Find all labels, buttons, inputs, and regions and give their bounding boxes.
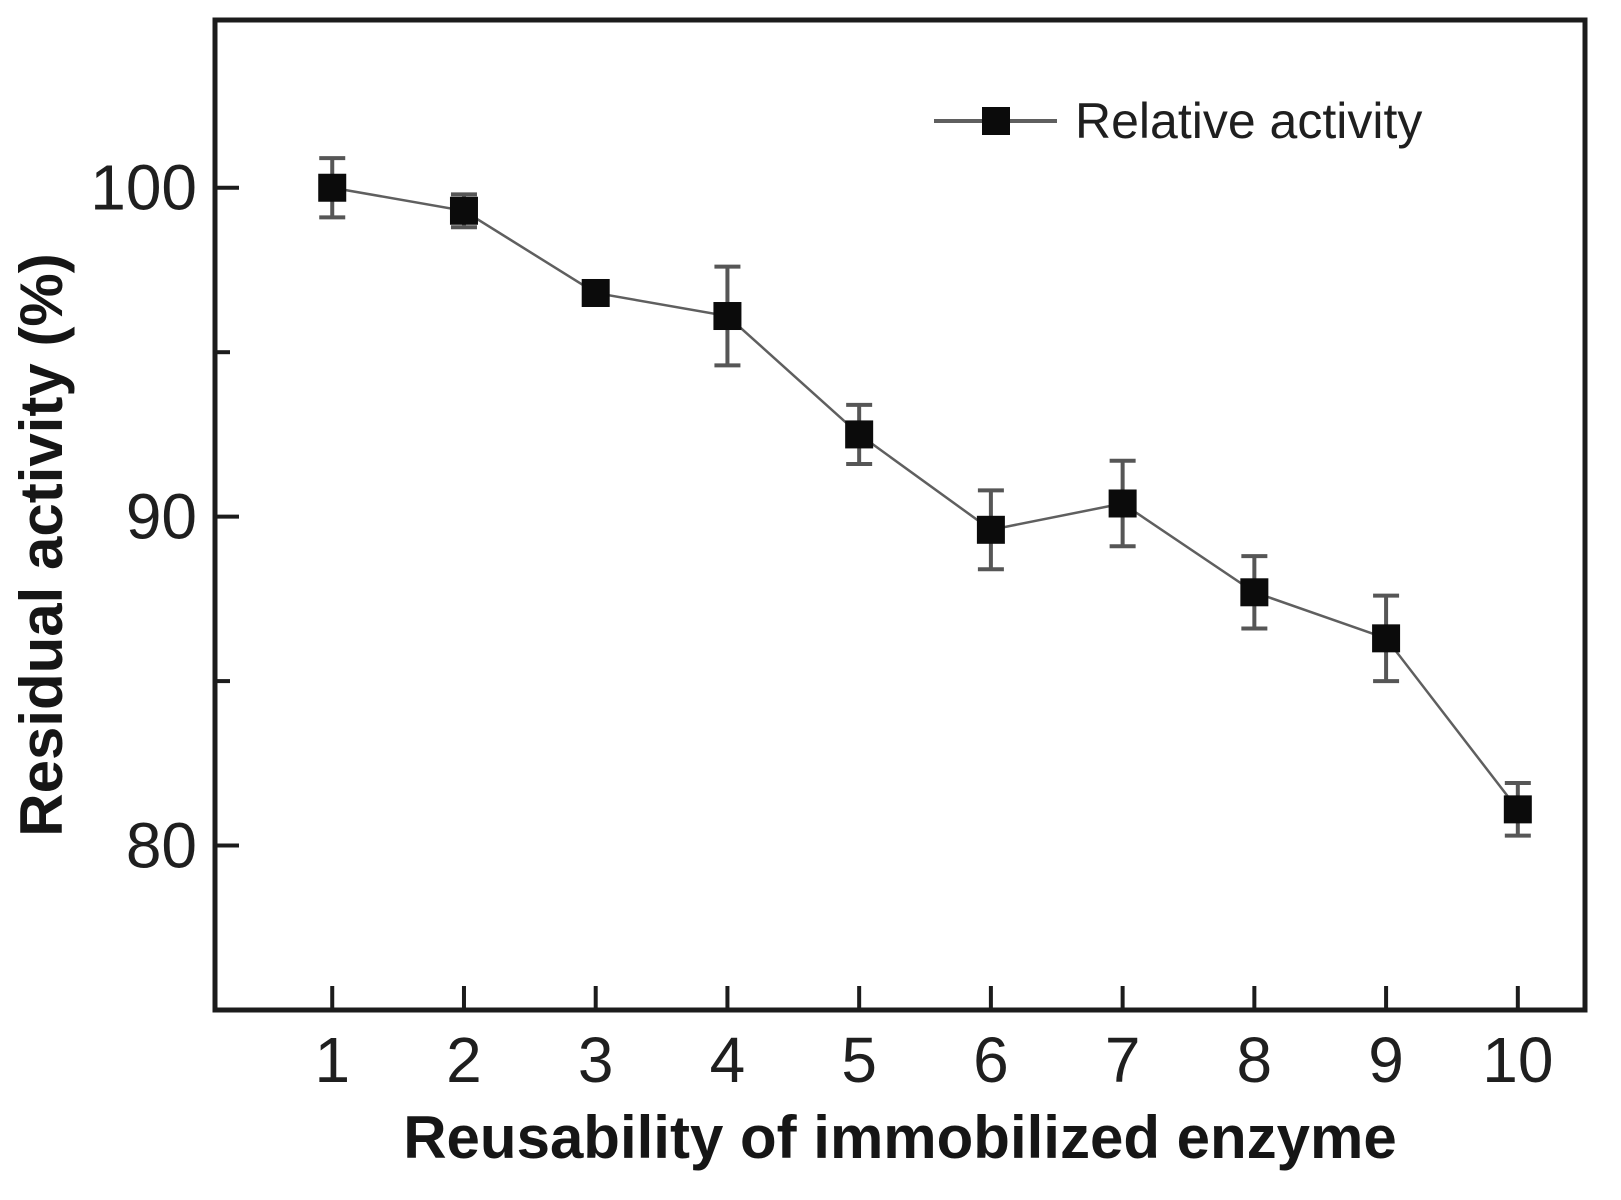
legend-label: Relative activity: [1075, 93, 1422, 149]
series-line: [332, 186, 1519, 811]
data-point-marker: [449, 196, 478, 225]
y-tick-label: 90: [126, 481, 197, 553]
x-tick-label: 3: [578, 1024, 614, 1096]
data-point-marker: [713, 302, 742, 331]
x-tick-label: 6: [973, 1024, 1009, 1096]
data-point-marker: [318, 173, 347, 202]
x-tick-label: 4: [710, 1024, 746, 1096]
x-tick-label: 1: [314, 1024, 350, 1096]
legend: Relative activity: [934, 93, 1422, 149]
y-tick-label: 100: [90, 152, 197, 224]
x-tick-label: 8: [1237, 1024, 1273, 1096]
x-tick-label: 10: [1482, 1024, 1553, 1096]
data-point-marker: [976, 515, 1005, 544]
data-line: [332, 186, 1519, 811]
data-point-marker: [1372, 624, 1401, 653]
data-point-marker: [1240, 578, 1269, 607]
tick-labels: 1 2 3 4 5 6 7 8 9 10 80 90 100: [90, 152, 1553, 1096]
data-point-marker: [1108, 489, 1137, 518]
legend-marker-square-icon: [982, 107, 1010, 135]
x-tick-label: 7: [1105, 1024, 1141, 1096]
data-markers: [318, 173, 1532, 824]
error-bars: [319, 156, 1531, 838]
axis-ticks: [215, 185, 1520, 1010]
y-tick-label: 80: [126, 810, 197, 882]
x-tick-label: 2: [446, 1024, 482, 1096]
data-point-marker: [581, 278, 610, 307]
data-point-marker: [1503, 795, 1532, 824]
plot-border: [212, 17, 1588, 1013]
y-axis-title: Residual activity (%): [8, 253, 75, 837]
data-point-marker: [845, 420, 874, 449]
x-tick-label: 5: [841, 1024, 877, 1096]
x-axis-title: Reusability of immobilized enzyme: [403, 1104, 1397, 1171]
x-tick-label: 9: [1368, 1024, 1404, 1096]
